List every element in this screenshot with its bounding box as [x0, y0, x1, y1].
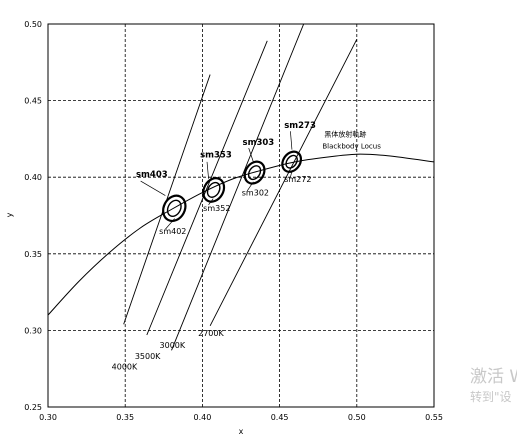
- blackbody-locus-curve: [48, 153, 434, 316]
- y-tick-labels: 0.25 0.30 0.35 0.40 0.45 0.50: [24, 20, 42, 412]
- ellipse-label-sm272: sm272: [284, 175, 311, 184]
- x-tick-label: 0.50: [348, 413, 366, 422]
- leader-line: [248, 147, 254, 162]
- ellipse-sm403: [162, 194, 187, 223]
- x-tick-label: 0.35: [116, 413, 134, 422]
- ellipse-sm303: [243, 160, 266, 185]
- leader-line: [206, 161, 209, 179]
- y-tick-label: 0.25: [24, 403, 42, 412]
- y-tick-label: 0.40: [24, 173, 42, 182]
- grid-lines: [48, 24, 434, 407]
- x-tick-label: 0.30: [39, 413, 57, 422]
- y-tick-label: 0.50: [24, 20, 42, 29]
- cct-line-3000K: [171, 24, 305, 351]
- cct-labels: 4000K 3500K 3000K 2700K: [112, 329, 225, 372]
- plot-frame: [47, 23, 435, 408]
- blackbody-locus-label-en: Blackbody Locus: [322, 143, 381, 151]
- ellipse-label-sm303: sm303: [243, 138, 275, 148]
- cct-label-2700K: 2700K: [198, 329, 224, 338]
- ellipse-sm302: [247, 165, 262, 181]
- ellipse-label-sm302: sm302: [242, 189, 269, 198]
- ellipse-label-sm402: sm402: [159, 227, 186, 236]
- blackbody-locus-label: 黑体放射軌跡 Blackbody Locus: [322, 130, 381, 151]
- x-axis-label: x: [239, 427, 244, 436]
- macadam-ellipses: [162, 150, 303, 223]
- ellipse-labels: sm403 sm402 sm353 sm352 sm303 sm302 sm273 sm272: [136, 121, 316, 236]
- ellipse-sm273: [281, 150, 303, 173]
- ellipse-sm353: [202, 177, 226, 203]
- leader-line: [290, 131, 293, 150]
- watermark-line-2: 转到"设: [470, 390, 512, 404]
- ellipse-sm272: [285, 154, 298, 169]
- cct-label-4000K: 4000K: [112, 363, 138, 372]
- x-tick-label: 0.45: [271, 413, 289, 422]
- ellipse-label-sm273: sm273: [284, 121, 316, 131]
- ellipse-label-sm353: sm353: [200, 150, 232, 160]
- cct-line-2700K: [209, 39, 358, 327]
- cct-label-3000K: 3000K: [160, 341, 186, 350]
- y-tick-label: 0.35: [24, 250, 42, 259]
- y-axis-label: y: [5, 212, 14, 217]
- watermark-line-1: 激活 W: [470, 367, 517, 387]
- ellipse-sm402: [166, 199, 182, 217]
- ellipse-sm352: [206, 181, 221, 198]
- blackbody-locus-label-cn: 黑体放射軌跡: [324, 130, 366, 139]
- cct-label-3500K: 3500K: [135, 352, 161, 361]
- x-tick-label: 0.55: [425, 413, 443, 422]
- x-tick-labels: 0.30 0.35 0.40 0.45 0.50 0.55: [39, 413, 443, 422]
- ellipse-label-sm352: sm352: [203, 204, 230, 213]
- leader-line: [140, 180, 166, 196]
- ellipse-label-sm403: sm403: [136, 170, 168, 180]
- cct-line-3500K: [146, 40, 268, 336]
- y-tick-label: 0.30: [24, 326, 42, 335]
- y-tick-label: 0.45: [24, 97, 42, 106]
- x-tick-label: 0.40: [193, 413, 211, 422]
